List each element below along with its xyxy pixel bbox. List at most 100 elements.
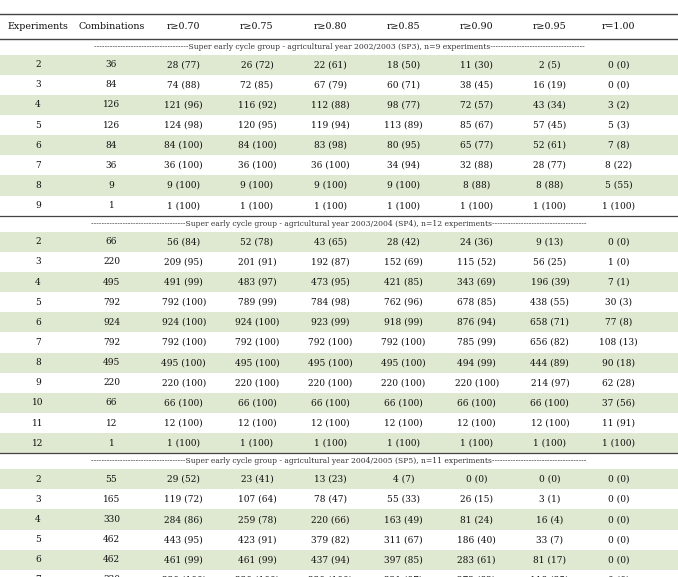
Text: 85 (67): 85 (67) xyxy=(460,121,493,130)
Text: 192 (87): 192 (87) xyxy=(311,257,349,267)
Text: 34 (94): 34 (94) xyxy=(387,161,420,170)
Text: 12: 12 xyxy=(106,418,117,428)
Text: 7: 7 xyxy=(35,161,41,170)
Bar xyxy=(0,252,678,272)
Text: 62 (28): 62 (28) xyxy=(602,379,635,387)
Text: 343 (69): 343 (69) xyxy=(458,278,496,287)
Text: ------------------------------------Super early cycle group - agricultural year : ------------------------------------Supe… xyxy=(92,457,586,465)
Text: 78 (47): 78 (47) xyxy=(314,495,346,504)
Bar xyxy=(0,155,678,175)
Text: 121 (96): 121 (96) xyxy=(165,100,203,110)
Text: 423 (91): 423 (91) xyxy=(238,535,276,544)
Text: 186 (40): 186 (40) xyxy=(457,535,496,544)
Text: 379 (82): 379 (82) xyxy=(311,535,349,544)
Text: r≥0.90: r≥0.90 xyxy=(460,22,494,31)
Text: 9: 9 xyxy=(108,181,115,190)
Text: 272 (82): 272 (82) xyxy=(458,575,496,577)
Text: 220 (100): 220 (100) xyxy=(235,379,279,387)
Text: 165: 165 xyxy=(103,495,120,504)
Text: 209 (95): 209 (95) xyxy=(164,257,203,267)
Text: ------------------------------------Super early cycle group - agricultural year : ------------------------------------Supe… xyxy=(92,220,586,228)
Text: 43 (34): 43 (34) xyxy=(534,100,566,110)
Text: 38 (45): 38 (45) xyxy=(460,80,493,89)
Text: 66 (100): 66 (100) xyxy=(311,398,350,407)
Text: 8 (88): 8 (88) xyxy=(463,181,490,190)
Text: 7 (1): 7 (1) xyxy=(608,278,629,287)
Text: 462: 462 xyxy=(103,555,120,564)
Text: 792 (100): 792 (100) xyxy=(381,338,426,347)
Text: 24 (36): 24 (36) xyxy=(460,237,493,246)
Text: 1 (100): 1 (100) xyxy=(387,439,420,448)
Text: 12 (100): 12 (100) xyxy=(165,418,203,428)
Text: 923 (99): 923 (99) xyxy=(311,318,349,327)
Text: 3 (2): 3 (2) xyxy=(608,100,629,110)
Text: 7: 7 xyxy=(35,338,41,347)
Text: 66: 66 xyxy=(106,237,117,246)
Text: 84 (100): 84 (100) xyxy=(164,141,203,150)
Text: 1 (100): 1 (100) xyxy=(534,201,566,210)
Text: 107 (64): 107 (64) xyxy=(237,495,277,504)
Text: ------------------------------------Super early cycle group - agricultural year : ------------------------------------Supe… xyxy=(94,43,584,51)
Text: 462: 462 xyxy=(103,535,120,544)
Text: 66 (100): 66 (100) xyxy=(530,398,570,407)
Text: 220: 220 xyxy=(103,257,120,267)
Text: 83 (98): 83 (98) xyxy=(314,141,346,150)
Text: 22 (61): 22 (61) xyxy=(314,60,346,69)
Text: 3: 3 xyxy=(35,257,41,267)
Text: 0 (0): 0 (0) xyxy=(608,515,629,524)
Bar xyxy=(0,232,678,252)
Text: 220 (66): 220 (66) xyxy=(311,515,349,524)
Text: 98 (77): 98 (77) xyxy=(387,100,420,110)
Text: 32 (88): 32 (88) xyxy=(460,161,493,170)
Text: 444 (89): 444 (89) xyxy=(530,358,570,367)
Text: 1 (100): 1 (100) xyxy=(460,201,493,210)
Text: 1 (100): 1 (100) xyxy=(314,439,346,448)
Text: 321 (97): 321 (97) xyxy=(384,575,422,577)
Bar xyxy=(0,550,678,570)
Text: 421 (85): 421 (85) xyxy=(384,278,423,287)
Text: 77 (8): 77 (8) xyxy=(605,318,633,327)
Text: 90 (18): 90 (18) xyxy=(602,358,635,367)
Text: 113 (89): 113 (89) xyxy=(384,121,422,130)
Text: 52 (78): 52 (78) xyxy=(241,237,273,246)
Text: 397 (85): 397 (85) xyxy=(384,555,423,564)
Text: 81 (24): 81 (24) xyxy=(460,515,493,524)
Bar xyxy=(0,393,678,413)
Text: 66 (100): 66 (100) xyxy=(237,398,277,407)
Text: 924: 924 xyxy=(103,318,120,327)
Text: 9: 9 xyxy=(35,379,41,387)
Text: 5: 5 xyxy=(35,298,41,307)
Text: r≥0.75: r≥0.75 xyxy=(240,22,274,31)
Text: 60 (71): 60 (71) xyxy=(387,80,420,89)
Text: 4: 4 xyxy=(35,515,41,524)
Text: 792 (100): 792 (100) xyxy=(235,338,279,347)
Bar xyxy=(0,115,678,135)
Text: 3: 3 xyxy=(35,80,41,89)
Bar xyxy=(0,353,678,373)
Text: 330 (100): 330 (100) xyxy=(308,575,353,577)
Bar xyxy=(0,216,678,232)
Text: 2: 2 xyxy=(35,60,41,69)
Text: 924 (100): 924 (100) xyxy=(235,318,279,327)
Text: 7 (8): 7 (8) xyxy=(608,141,629,150)
Text: 214 (97): 214 (97) xyxy=(531,379,569,387)
Bar xyxy=(0,292,678,312)
Bar xyxy=(0,509,678,530)
Text: 220 (100): 220 (100) xyxy=(381,379,426,387)
Text: 483 (97): 483 (97) xyxy=(238,278,276,287)
Bar xyxy=(0,373,678,393)
Text: 11 (30): 11 (30) xyxy=(460,60,493,69)
Text: r≥0.85: r≥0.85 xyxy=(386,22,420,31)
Text: 12: 12 xyxy=(33,439,43,448)
Bar xyxy=(0,14,678,39)
Text: 72 (85): 72 (85) xyxy=(241,80,273,89)
Text: 443 (95): 443 (95) xyxy=(164,535,203,544)
Text: 1 (0): 1 (0) xyxy=(608,257,629,267)
Text: 126: 126 xyxy=(103,121,120,130)
Text: 23 (41): 23 (41) xyxy=(241,475,273,484)
Text: 9 (100): 9 (100) xyxy=(241,181,273,190)
Bar xyxy=(0,135,678,155)
Text: 0 (0): 0 (0) xyxy=(608,237,629,246)
Text: 36: 36 xyxy=(106,60,117,69)
Text: 438 (55): 438 (55) xyxy=(530,298,570,307)
